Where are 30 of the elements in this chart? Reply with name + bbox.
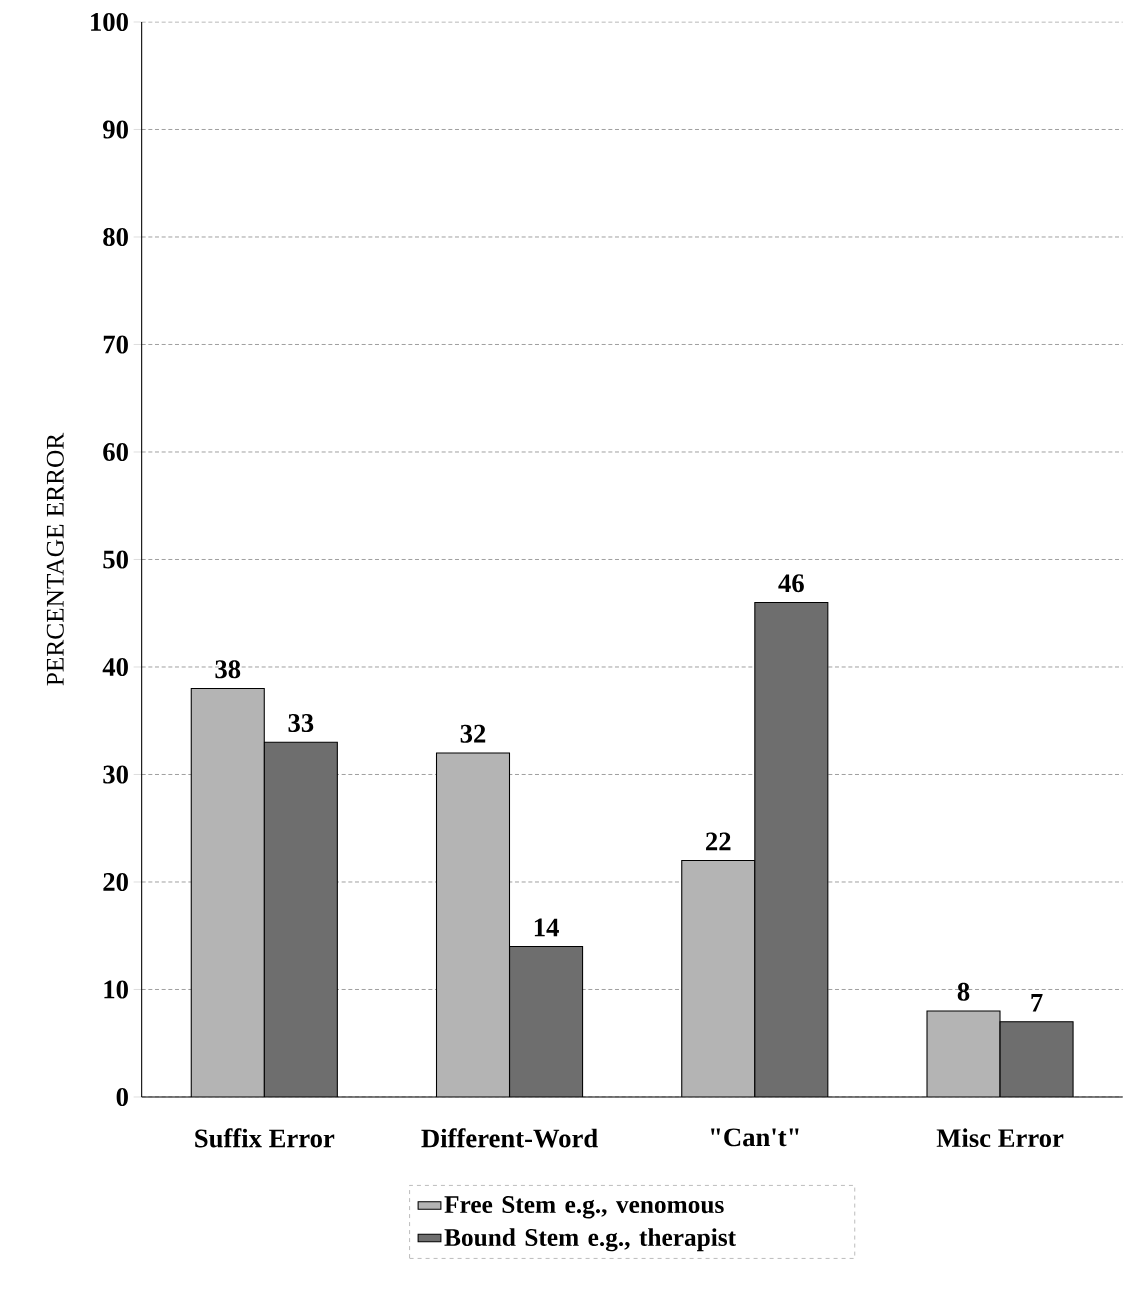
- bar: [264, 742, 338, 1097]
- x-tick-label: "Can't": [710, 1128, 799, 1147]
- y-tick-label: 90: [102, 120, 128, 139]
- y-tick-label: 10: [104, 980, 128, 999]
- data-label: 8: [957, 982, 970, 1001]
- x-tick-label: Suffix Error: [195, 1128, 335, 1148]
- data-label: 38: [215, 660, 241, 679]
- x-tick-label: Different-Word: [421, 1128, 598, 1148]
- bar: [999, 1021, 1074, 1097]
- data-label: 22: [705, 832, 731, 851]
- y-tick-label: 70: [103, 335, 128, 354]
- data-label: 46: [778, 574, 804, 593]
- data-label: 32: [460, 724, 486, 743]
- y-tick-label: 30: [103, 765, 128, 784]
- y-tick-label: 50: [103, 550, 128, 569]
- data-label: 33: [288, 714, 314, 732]
- legend-label: Bound Stem e.g., therapist: [444, 1228, 736, 1252]
- y-tick-label: 40: [102, 658, 128, 676]
- y-tick-label: 0: [116, 1088, 128, 1106]
- y-axis-title: PERCENTAGE ERROR: [46, 432, 64, 686]
- y-tick-label: 60: [103, 442, 128, 461]
- bar: [754, 602, 828, 1097]
- y-tick-label: 100: [90, 12, 128, 31]
- y-tick-label: 20: [103, 873, 128, 891]
- y-tick-label: 80: [103, 227, 128, 246]
- bar: [509, 946, 583, 1097]
- x-tick-label: Misc Error: [936, 1128, 1064, 1148]
- data-label: 14: [534, 918, 559, 937]
- legend-label: Free Stem e.g., venomous: [444, 1196, 724, 1219]
- data-label: 7: [1031, 993, 1043, 1012]
